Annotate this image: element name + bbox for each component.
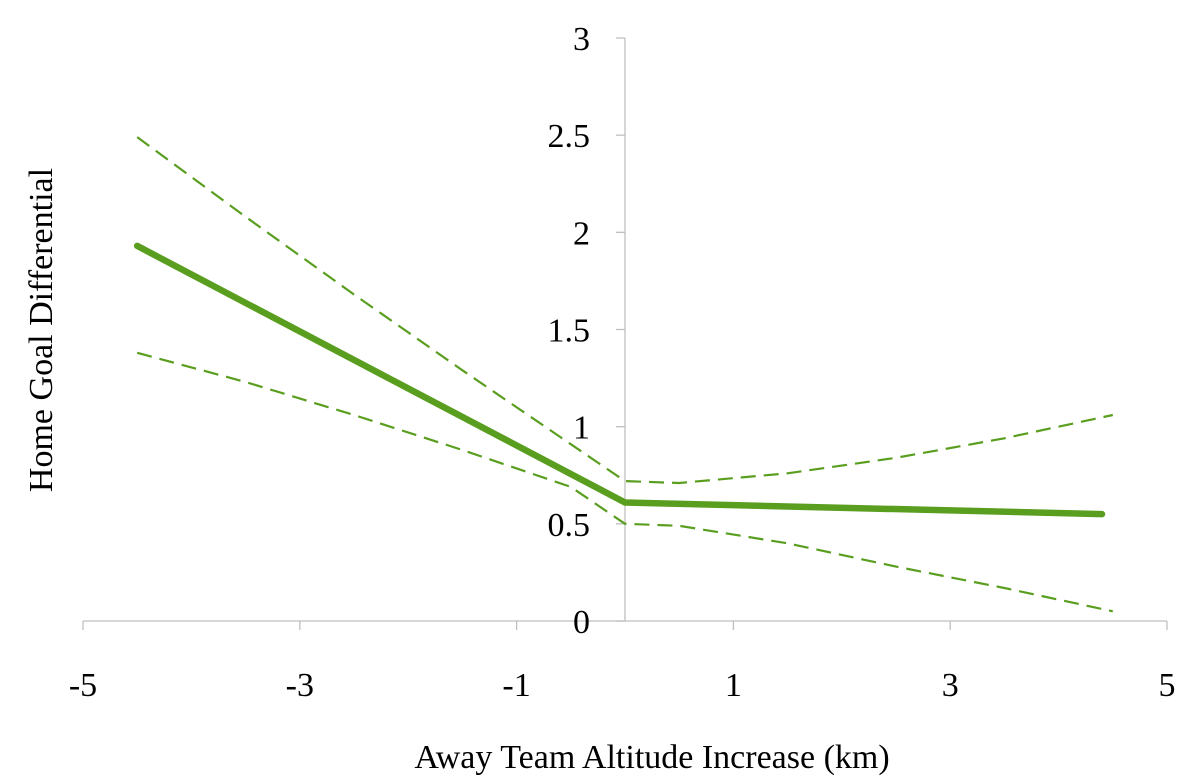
y-tick-label: 3 xyxy=(573,21,590,58)
y-tick-label: 0 xyxy=(573,604,590,641)
x-tick-label: 1 xyxy=(725,667,742,704)
y-tick-label: 1.5 xyxy=(548,313,591,350)
x-tick-label: -3 xyxy=(286,667,314,704)
y-tick-label: 0.5 xyxy=(548,507,591,544)
x-axis-title: Away Team Altitude Increase (km) xyxy=(414,739,889,776)
ticks: -5 -3 -1 1 3 5 0 0.5 1 1.5 2 2.5 3 xyxy=(69,21,1176,704)
y-tick-label: 2.5 xyxy=(548,118,591,155)
x-tick-label: -5 xyxy=(69,667,97,704)
x-tick-label: 5 xyxy=(1159,667,1176,704)
estimate-line xyxy=(133,242,1106,518)
upper-bound-line xyxy=(136,136,1114,485)
x-tick-label: -1 xyxy=(502,667,530,704)
y-axis-title: Home Goal Differential xyxy=(23,168,60,492)
y-tick-label: 2 xyxy=(573,215,590,252)
x-tick-label: 3 xyxy=(942,667,959,704)
y-tick-label: 1 xyxy=(573,410,590,447)
series xyxy=(133,136,1114,613)
lower-bound-line xyxy=(136,351,1114,613)
